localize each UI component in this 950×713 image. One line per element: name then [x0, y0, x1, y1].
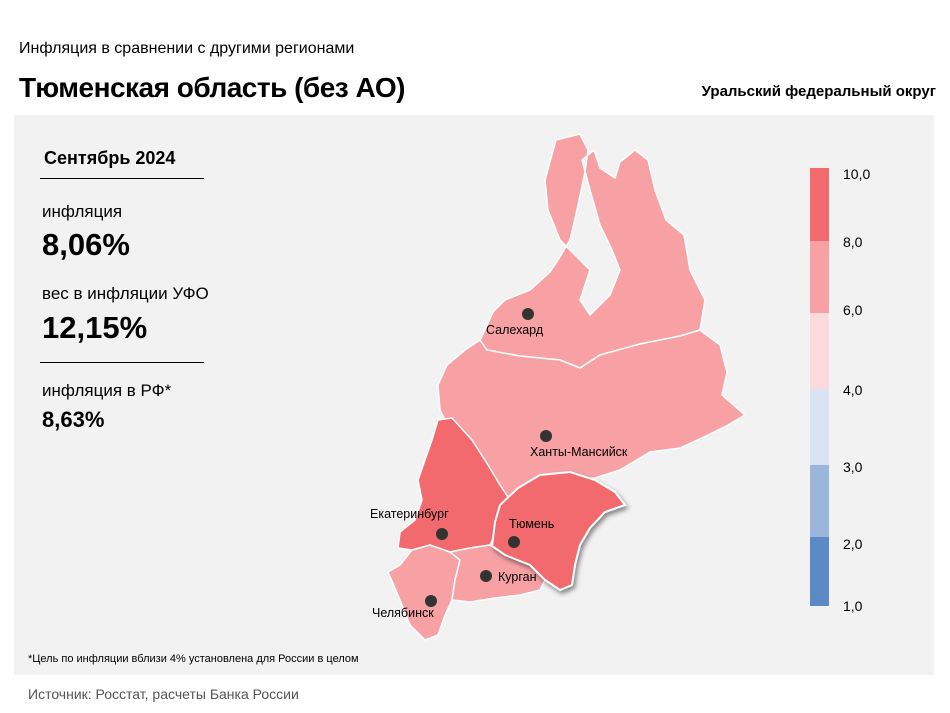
region-yamal: [479, 133, 706, 369]
city-label-ekaterinburg: Екатеринбург: [370, 507, 449, 521]
legend-bin-4-6: [810, 313, 829, 389]
divider-top: [40, 178, 204, 179]
legend-tick-6: 6,0: [843, 302, 863, 318]
region-chelyabinsk: [387, 544, 461, 641]
footnote: *Цель по инфляции вблизи 4% установлена …: [28, 653, 359, 665]
city-dot-tyumen: [508, 536, 520, 548]
city-label-kurgan: Курган: [498, 570, 537, 584]
city-dot-khanty: [540, 430, 552, 442]
city-label-khanty: Ханты-Мансийск: [530, 445, 628, 459]
inflation-value: 8,06%: [42, 227, 130, 262]
inflation-label: инфляция: [42, 202, 123, 221]
legend-tick-2: 2,0: [843, 536, 863, 552]
city-dot-salekhard: [522, 308, 534, 320]
legend-tick-1: 1,0: [843, 598, 863, 614]
region-tyumen: [490, 470, 627, 592]
city-dot-ekaterinburg: [436, 528, 448, 540]
page-title: Тюменская область (без АО): [19, 72, 405, 103]
rf-inflation-label: инфляция в РФ*: [42, 381, 172, 400]
period-label: Сентябрь 2024: [44, 148, 176, 168]
page-subtitle: Инфляция в сравнении с другими регионами: [19, 40, 355, 57]
city-dot-chelyabinsk: [425, 595, 437, 607]
legend-tick-8: 8,0: [843, 234, 863, 250]
city-label-tyumen: Тюмень: [509, 517, 554, 531]
legend-tick-3: 3,0: [843, 459, 863, 475]
city-label-chelyabinsk: Челябинск: [372, 606, 434, 620]
divider-bottom: [40, 362, 204, 363]
legend-bin-8-10: [810, 168, 829, 241]
rf-inflation-value: 8,63%: [42, 407, 105, 432]
source-note: Источник: Росстат, расчеты Банка России: [28, 686, 299, 702]
city-dot-kurgan: [480, 570, 492, 582]
legend-tick-4: 4,0: [843, 382, 863, 398]
weight-label: вес в инфляции УФО: [42, 284, 209, 303]
legend-bin-1-2: [810, 537, 829, 606]
weight-value: 12,15%: [42, 310, 148, 345]
legend-tick-10: 10,0: [843, 166, 871, 182]
district-label: Уральский федеральный округ: [701, 83, 936, 100]
legend-bin-2-3: [810, 465, 829, 537]
legend-bar: [810, 168, 829, 606]
legend-bin-3-4: [810, 389, 829, 465]
city-label-salekhard: Салехард: [486, 323, 544, 337]
legend-bin-6-8: [810, 241, 829, 313]
